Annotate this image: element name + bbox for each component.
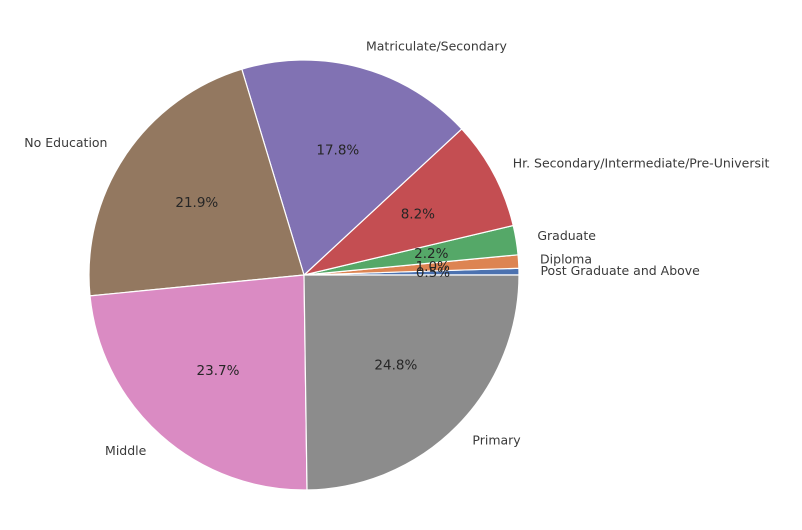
category-label-hr-secondary-intermediate-pre-universit: Hr. Secondary/Intermediate/Pre-Universit xyxy=(513,155,770,170)
pie-slice-hr-secondary-intermediate-pre-universit xyxy=(303,128,514,276)
pct-label-graduate: 2.2% xyxy=(414,246,448,262)
percentage-labels: 0.5%1.0%2.2% 8.2% 17.8% 21.9% 23.7% 24.8% xyxy=(175,143,450,380)
category-label-post-graduate-and-above: Post Graduate and Above xyxy=(540,263,700,278)
category-label-graduate: Graduate xyxy=(537,228,596,243)
pct-label-hr-secondary-intermediate-pre-universit: 8.2% xyxy=(401,206,435,222)
category-label-no-education: No Education xyxy=(24,135,107,150)
pct-label-no-education: 21.9% xyxy=(175,195,218,211)
pct-label-post-graduate-and-above: 0.5% xyxy=(416,265,450,281)
pct-label-diploma: 1.0% xyxy=(416,259,450,275)
category-label-matriculate-secondary: Matriculate/Secondary xyxy=(366,38,507,53)
pie-slice-no-education xyxy=(88,68,305,297)
pct-label-primary: 24.8% xyxy=(374,358,417,374)
category-label-primary: Primary xyxy=(472,433,521,448)
category-label-diploma: Diploma xyxy=(540,252,592,267)
pct-label-matriculate-secondary: 17.8% xyxy=(316,143,359,159)
pie-slices xyxy=(88,59,520,491)
pie-slice-matriculate-secondary xyxy=(241,59,463,276)
pie-slice-primary xyxy=(303,274,520,491)
pct-label-middle: 23.7% xyxy=(197,363,240,379)
pie-slice-middle xyxy=(89,274,308,491)
category-label-middle: Middle xyxy=(105,443,147,458)
